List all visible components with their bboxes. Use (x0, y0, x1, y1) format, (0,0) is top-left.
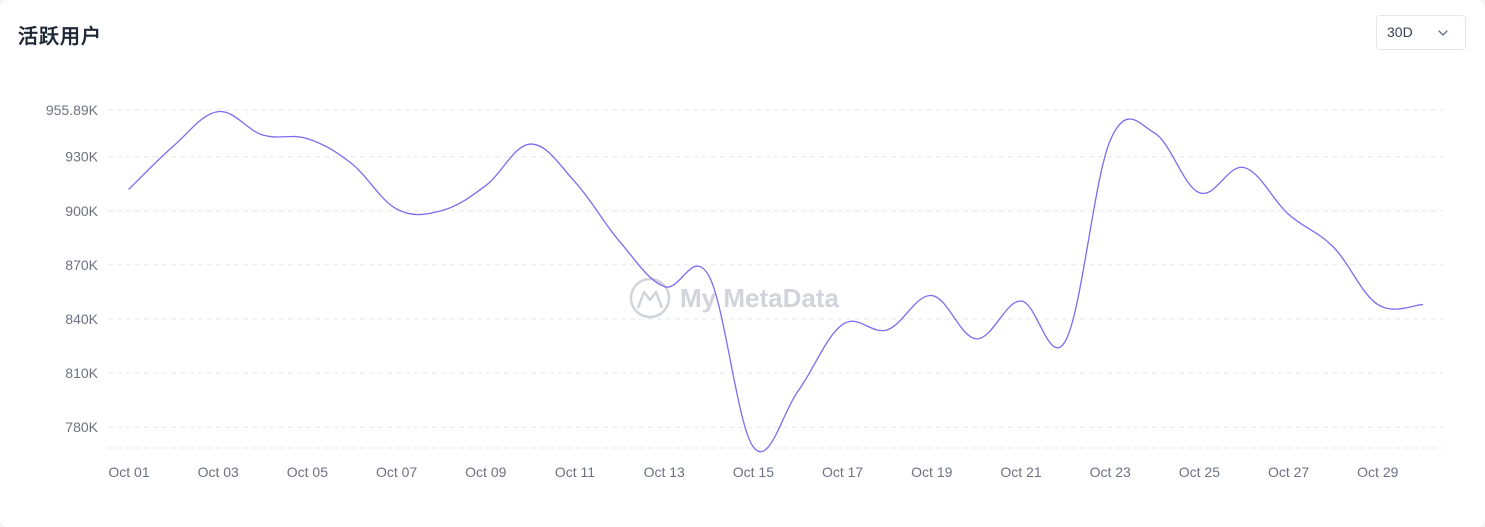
data-point (127, 187, 131, 191)
y-tick-label: 810K (65, 365, 98, 381)
watermark: My MetaData (629, 277, 839, 319)
x-tick-label: Oct 19 (911, 464, 952, 480)
data-point (1108, 138, 1112, 142)
x-tick-label: Oct 07 (376, 464, 417, 480)
x-tick-label: Oct 27 (1268, 464, 1309, 480)
data-point (172, 144, 176, 148)
data-point (885, 328, 889, 332)
series-points (127, 110, 1424, 449)
data-point (930, 294, 934, 298)
data-point (1287, 212, 1291, 216)
data-point (841, 322, 845, 326)
x-tick-label: Oct 25 (1179, 464, 1220, 480)
data-point (707, 274, 711, 278)
time-range-value: 30D (1387, 24, 1413, 40)
y-tick-label: 900K (65, 203, 98, 219)
data-point (261, 133, 265, 137)
y-tick-label: 955.89K (46, 102, 99, 118)
data-point (484, 184, 488, 188)
data-point (1331, 245, 1335, 249)
y-tick-label: 870K (65, 257, 98, 273)
watermark-logo-icon (629, 277, 671, 319)
grid-lines (108, 109, 1443, 428)
x-tick-label: Oct 21 (1000, 464, 1041, 480)
x-tick-label: Oct 15 (733, 464, 774, 480)
chevron-down-icon (1438, 30, 1448, 36)
data-point (1420, 303, 1424, 307)
data-point (528, 142, 532, 146)
data-point (1153, 131, 1157, 135)
data-point (751, 445, 755, 449)
data-point (350, 162, 354, 166)
data-point (1064, 339, 1068, 343)
data-point (1019, 299, 1023, 303)
watermark-text: My MetaData (680, 283, 839, 313)
y-tick-label: 930K (65, 149, 98, 165)
data-point (395, 207, 399, 211)
data-point (305, 137, 309, 141)
data-point (1242, 166, 1246, 170)
time-range-select[interactable]: 30D (1376, 15, 1466, 50)
y-tick-label: 780K (65, 419, 98, 435)
x-tick-label: Oct 05 (287, 464, 328, 480)
y-tick-label: 840K (65, 311, 98, 327)
x-tick-label: Oct 13 (644, 464, 685, 480)
data-point (796, 389, 800, 393)
data-point (439, 209, 443, 213)
data-point (216, 110, 220, 114)
x-tick-label: Oct 17 (822, 464, 863, 480)
x-tick-label: Oct 29 (1357, 464, 1398, 480)
x-tick-label: Oct 09 (465, 464, 506, 480)
data-point (974, 337, 978, 341)
x-tick-label: Oct 03 (198, 464, 239, 480)
data-point (662, 285, 666, 289)
series-line (128, 110, 1424, 453)
watermark-logo-mark (636, 290, 664, 309)
x-tick-label: Oct 23 (1090, 464, 1131, 480)
data-point (618, 239, 622, 243)
x-tick-label: Oct 11 (555, 464, 595, 480)
x-tick-label: Oct 01 (108, 464, 149, 480)
data-point (1197, 191, 1201, 195)
data-point (573, 180, 577, 184)
data-point (1376, 303, 1380, 307)
chart-title: 活跃用户 (18, 24, 102, 48)
